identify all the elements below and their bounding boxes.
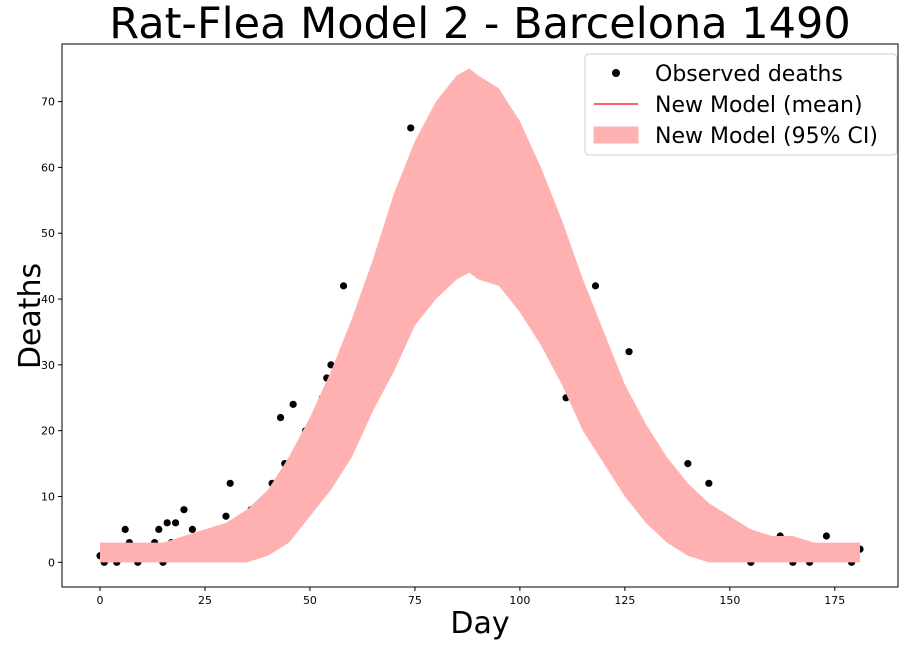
x-tick-label: 100: [509, 594, 530, 607]
x-tick-label: 25: [198, 594, 212, 607]
observed-point: [625, 348, 633, 356]
y-tick-label: 0: [48, 556, 55, 569]
y-axis-label: Deaths: [13, 263, 48, 369]
observed-point: [121, 525, 129, 534]
observed-point: [327, 361, 335, 369]
observed-point: [171, 519, 180, 527]
x-tick-label: 150: [719, 594, 740, 607]
legend-patch: [593, 126, 639, 144]
legend-label: New Model (mean): [655, 93, 863, 118]
observed-point: [339, 282, 348, 290]
x-tick-label: 175: [824, 594, 845, 607]
y-tick-label: 30: [41, 359, 55, 372]
y-tick-label: 70: [41, 96, 55, 109]
y-tick-label: 60: [41, 161, 55, 174]
observed-point: [276, 413, 285, 422]
y-tick-label: 40: [41, 293, 55, 306]
observed-point: [180, 506, 188, 514]
legend-box: [584, 53, 898, 156]
observed-point: [226, 479, 234, 487]
y-tick-label: 50: [41, 227, 55, 240]
observed-point: [222, 512, 230, 520]
observed-point: [822, 532, 831, 540]
y-tick-label: 20: [41, 425, 55, 438]
observed-point: [705, 479, 713, 487]
legend-marker: [612, 69, 620, 77]
plot-frame: [61, 43, 899, 588]
chart-title: Rat-Flea Model 2 - Barcelona 1490: [109, 0, 850, 49]
observed-point: [155, 525, 163, 534]
x-tick-label: 125: [614, 594, 635, 607]
observed-point: [591, 282, 600, 290]
legend-label: New Model (95% CI): [655, 124, 878, 149]
x-axis-label: Day: [450, 606, 509, 641]
observed-point: [163, 519, 171, 527]
observed-point: [684, 459, 692, 468]
x-tick-label: 75: [408, 594, 422, 607]
legend-label: Observed deaths: [655, 62, 843, 87]
observed-point: [289, 400, 297, 408]
observed-point: [407, 124, 415, 132]
y-tick-label: 10: [41, 491, 55, 504]
x-tick-label: 50: [303, 594, 317, 607]
observed-point: [188, 525, 196, 534]
x-tick-label: 0: [97, 594, 104, 607]
ci-band: [100, 68, 860, 563]
